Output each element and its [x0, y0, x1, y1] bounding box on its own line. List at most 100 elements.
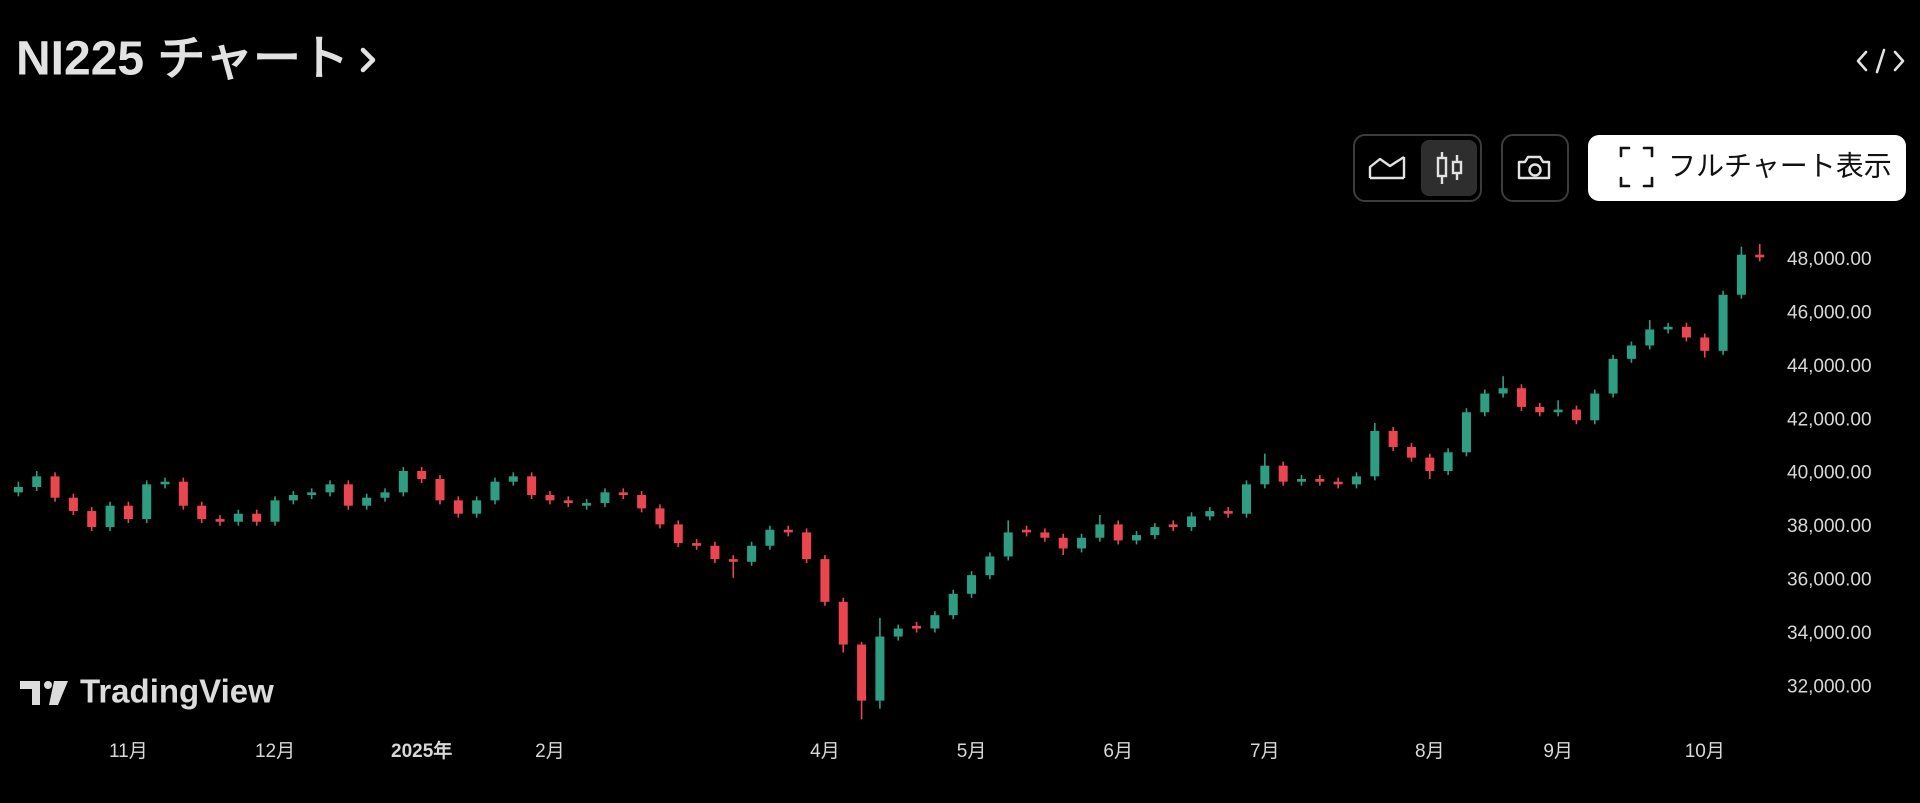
candle-body: [1553, 409, 1563, 413]
candle-body: [1077, 537, 1087, 549]
candle-body: [435, 479, 445, 501]
candle-body: [1388, 430, 1398, 447]
candle-body: [1461, 412, 1471, 453]
candle-body: [1406, 446, 1416, 458]
candle-body: [655, 508, 665, 525]
candle-body: [1260, 465, 1270, 485]
button-frame: [1501, 134, 1569, 202]
y-tick-label: 48,000.00: [1787, 249, 1872, 270]
candle-body: [948, 593, 958, 616]
x-tick-label: 11月: [109, 741, 148, 762]
candle-body: [1315, 479, 1325, 482]
candle-body: [1516, 388, 1526, 407]
candle-body: [1333, 481, 1343, 485]
x-tick-label: 5月: [957, 741, 987, 762]
candle-body: [1590, 393, 1600, 421]
chart-title[interactable]: NI225 チャート: [16, 33, 349, 86]
candle-body: [1480, 393, 1490, 413]
fullscreen-icon: [1619, 146, 1654, 188]
y-tick-label: 46,000.00: [1787, 302, 1872, 323]
plot-area: 32,000.00 34,000.00 36,000.00 38,000.00 40,0…: [13, 244, 1872, 762]
candle-body: [1736, 254, 1746, 295]
tradingview-logo: TradingView: [20, 673, 274, 710]
candle-body: [1187, 516, 1197, 528]
candle-body: [160, 481, 170, 485]
candle-body: [68, 497, 78, 512]
title-chevron[interactable]: [360, 47, 376, 73]
candle-body: [1040, 532, 1050, 538]
camera-icon: [1517, 155, 1551, 180]
candle-body: [1022, 529, 1032, 533]
candle-body: [13, 487, 23, 493]
candle-body: [1370, 430, 1380, 477]
candle-body: [288, 495, 298, 501]
candle-body: [1535, 406, 1545, 413]
x-tick-label: 7月: [1250, 741, 1280, 762]
y-tick-label: 32,000.00: [1787, 676, 1872, 697]
candle-body: [32, 476, 42, 488]
screenshot-button[interactable]: [1501, 134, 1569, 202]
candle-body: [472, 500, 482, 514]
candle-body: [783, 529, 793, 533]
candle-body: [178, 481, 188, 506]
candle-body: [857, 644, 867, 701]
y-tick-label: 36,000.00: [1787, 569, 1872, 590]
candle-body: [1681, 326, 1691, 338]
icon-part: [1436, 156, 1448, 178]
area-style-button[interactable]: [1368, 155, 1406, 180]
logo-mark: [20, 681, 40, 705]
button-frame: [1588, 135, 1906, 201]
candle-body: [1755, 254, 1765, 258]
candle-body: [1608, 358, 1618, 394]
logo-mark: [49, 681, 68, 705]
icon-part: [1893, 50, 1905, 72]
icon-part: [1451, 160, 1463, 175]
icon-part: [1875, 48, 1886, 74]
y-tick-label: 44,000.00: [1787, 356, 1872, 377]
candle-body: [1351, 476, 1361, 485]
candle-body: [618, 492, 628, 496]
candle-body: [453, 500, 463, 514]
candle-body: [252, 513, 262, 522]
x-tick-label: 4月: [810, 741, 840, 762]
candle-body: [1278, 465, 1288, 482]
x-tick-label: 8月: [1415, 741, 1445, 762]
candle-body: [1168, 524, 1178, 528]
candle-icon: [1436, 152, 1463, 184]
candle-body: [765, 529, 775, 546]
x-tick-label: 2025年: [391, 739, 452, 762]
x-tick-label: 9月: [1543, 741, 1573, 762]
candle-body: [197, 505, 207, 520]
icon-part: [1368, 155, 1405, 178]
candle-body: [325, 484, 335, 493]
candle-body: [1425, 457, 1435, 471]
chart-style-toggle: [1353, 134, 1482, 202]
candle-body: [673, 524, 683, 544]
full-chart-button[interactable]: フルチャート表示: [1588, 135, 1906, 201]
candle-style-button[interactable]: [1421, 140, 1477, 196]
candle-body: [1223, 511, 1233, 514]
y-tick-label: 42,000.00: [1787, 409, 1872, 430]
candle-body: [343, 484, 353, 506]
candle-body: [967, 575, 977, 594]
candle-body: [50, 476, 60, 498]
candle-body: [398, 470, 408, 493]
candle-body: [1663, 326, 1673, 330]
candle-body: [747, 545, 757, 562]
candle-body: [820, 559, 830, 602]
candle-body: [1058, 537, 1068, 549]
candle-body: [728, 559, 738, 562]
candle-body: [985, 556, 995, 576]
candle-body: [710, 545, 720, 560]
candle-body: [1132, 535, 1142, 541]
candle-body: [508, 476, 518, 482]
embed-code-icon[interactable]: [1856, 48, 1905, 74]
candle-body: [362, 497, 372, 506]
candle-body: [105, 505, 115, 528]
candle-body: [87, 511, 97, 528]
x-tick-label: 12月: [255, 741, 295, 762]
candle-body: [600, 492, 610, 504]
candle-body: [142, 484, 152, 520]
candle-body: [307, 492, 317, 496]
